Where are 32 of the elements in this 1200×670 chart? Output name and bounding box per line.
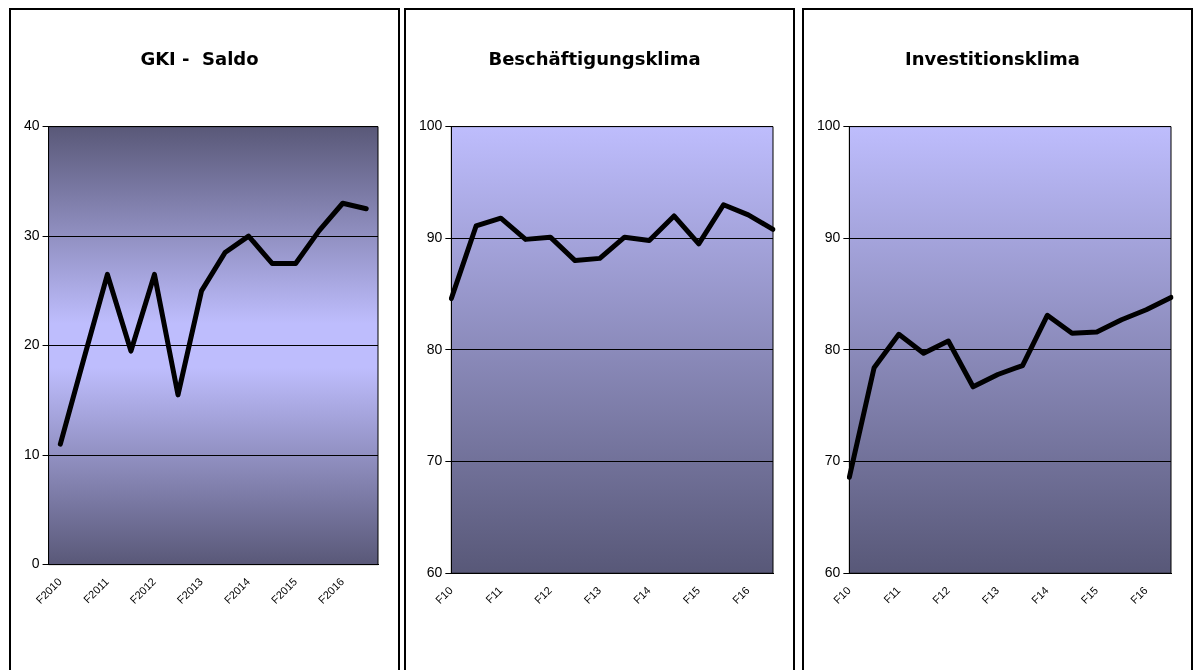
x-tick-label: F14 [1028, 584, 1051, 606]
y-tick-label: 100 [817, 117, 841, 134]
x-tick-label: F12 [929, 584, 952, 606]
x-tick-label: F13 [979, 584, 1002, 606]
y-tick-label: 0 [31, 555, 40, 572]
y-tick-label: 90 [426, 229, 443, 246]
y-tick-label: 90 [824, 229, 841, 246]
y-tick-label: 40 [23, 117, 40, 134]
y-tick-label: 60 [824, 564, 841, 581]
chart-title: GKI - Saldo [140, 48, 259, 70]
x-tick-label: F15 [680, 584, 703, 606]
y-tick-label: 70 [426, 452, 443, 469]
x-tick-label: F15 [1078, 584, 1101, 606]
y-tick-label: 80 [426, 340, 443, 357]
x-tick-label: F16 [729, 584, 752, 606]
y-tick-label: 70 [824, 452, 841, 469]
chart-title: Beschäftigungsklima [488, 48, 701, 70]
x-tick-label: F13 [581, 584, 604, 606]
x-tick-label: F11 [881, 584, 903, 606]
y-tick-label: 20 [23, 336, 40, 353]
x-tick-label: F10 [831, 584, 853, 606]
x-tick-label: F14 [630, 584, 653, 606]
chart-title: Investitionsklima [905, 48, 1080, 70]
x-tick-label: F10 [433, 584, 455, 606]
y-tick-label: 100 [419, 117, 443, 134]
y-tick-label: 80 [824, 340, 841, 357]
y-tick-label: 10 [23, 445, 40, 462]
x-tick-label: F16 [1127, 584, 1150, 606]
x-tick-label: F11 [483, 584, 505, 606]
y-tick-label: 30 [23, 226, 40, 243]
x-tick-label: F12 [531, 584, 554, 606]
y-tick-label: 60 [426, 564, 443, 581]
